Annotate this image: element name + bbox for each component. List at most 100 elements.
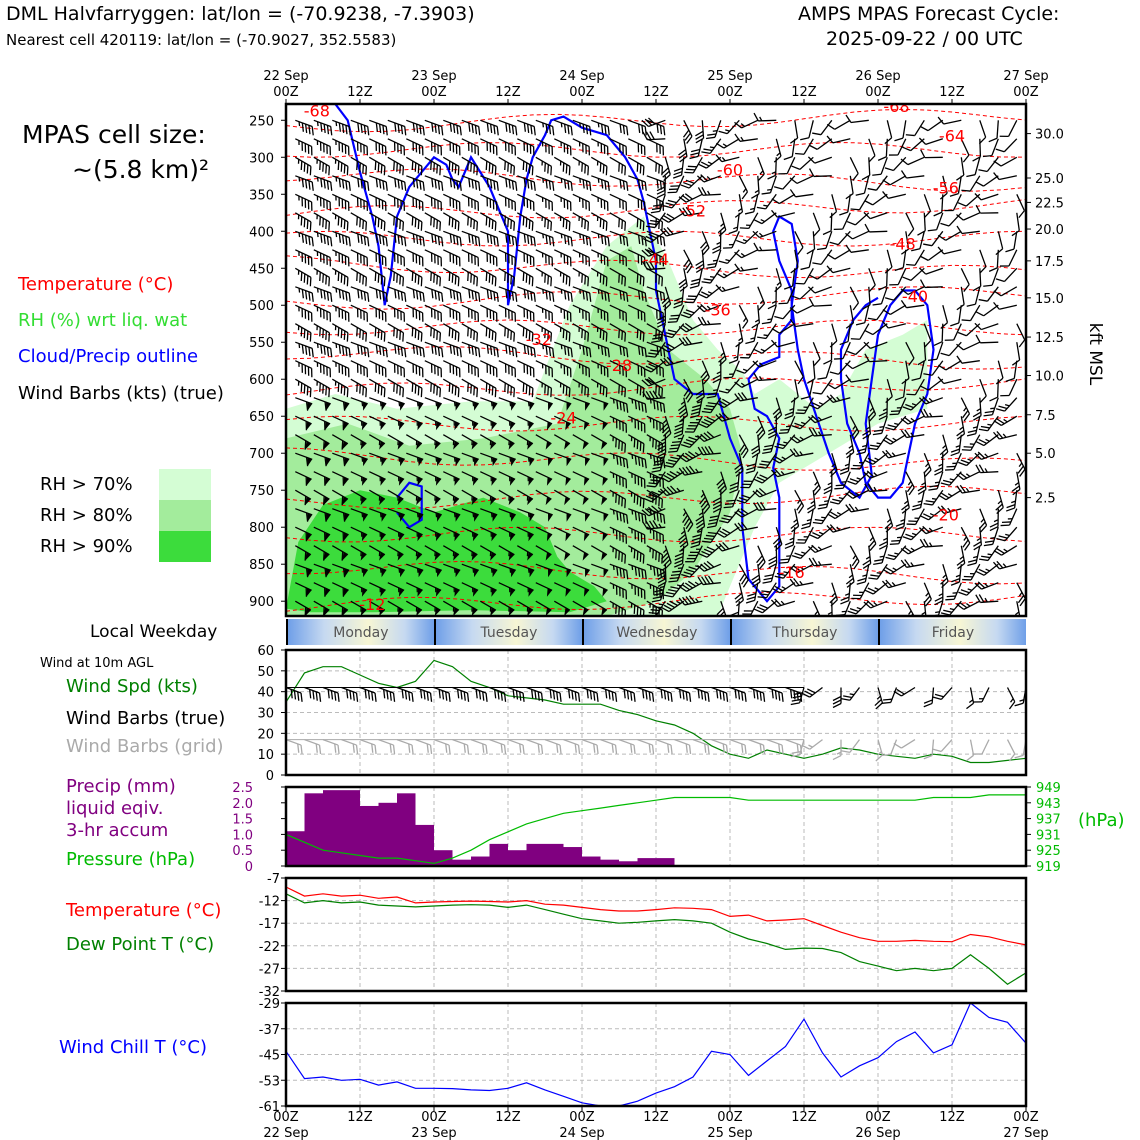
barb-feather — [927, 229, 937, 232]
barb-feather — [944, 339, 954, 341]
barb-feather — [348, 292, 351, 302]
barb-pennant — [360, 552, 367, 561]
barb-pennant — [511, 568, 516, 578]
barb-half-feather — [335, 362, 337, 367]
barb-feather — [400, 180, 404, 190]
wind-barb — [313, 249, 332, 267]
barb-pennant — [490, 552, 496, 561]
wind-barb — [682, 120, 693, 144]
barb-feather — [486, 178, 490, 188]
barb-feather — [526, 365, 529, 375]
wind-barb — [516, 267, 534, 287]
wind-barb — [295, 175, 314, 191]
wind-barb — [553, 212, 571, 231]
wind-barb — [294, 156, 312, 176]
barb-feather — [440, 312, 443, 322]
wind-barb — [480, 526, 497, 542]
barb-staff — [479, 600, 497, 611]
barb-staff — [535, 267, 552, 278]
barb-feather — [360, 234, 363, 245]
wind-barb — [517, 397, 535, 411]
wind-barb — [773, 138, 782, 163]
barb-feather — [451, 384, 454, 394]
barb-feather — [511, 366, 513, 376]
wind-barb — [350, 156, 368, 176]
barb-pennant — [326, 568, 331, 578]
wind-barb — [735, 323, 744, 348]
wind-barb — [919, 408, 943, 418]
isotherm-line — [286, 591, 1026, 612]
wind-barb — [498, 563, 516, 578]
barb-staff — [979, 120, 987, 138]
barb-half-feather — [316, 343, 319, 349]
barb-half-feather — [398, 457, 401, 462]
barb-staff — [787, 545, 796, 563]
barb-feather — [403, 201, 406, 211]
barb-pennant — [491, 532, 497, 542]
wind-barb — [535, 193, 554, 211]
barb-staff — [738, 304, 749, 322]
barb-pennant — [361, 588, 368, 597]
wind-barb — [424, 600, 441, 616]
barb-feather — [380, 220, 383, 230]
barb-feather — [511, 255, 513, 265]
barb-staff — [960, 268, 970, 285]
barb-feather — [496, 181, 499, 191]
barb-half-feather — [378, 551, 381, 557]
wind-barb — [461, 341, 481, 358]
barb-staff — [442, 212, 460, 223]
wind-barb — [461, 526, 479, 542]
barb-pennant — [418, 568, 424, 578]
wind-barb — [591, 138, 609, 156]
barb-feather — [394, 178, 397, 188]
barb-feather — [523, 122, 527, 132]
barb-feather — [476, 221, 479, 231]
barb-staff — [442, 545, 460, 556]
barb-staff — [461, 360, 479, 369]
barb-feather — [434, 123, 437, 134]
barb-feather — [347, 146, 350, 156]
barb-feather — [377, 384, 380, 394]
barb-feather — [366, 312, 369, 322]
barb-staff — [849, 286, 860, 304]
barb-feather — [525, 162, 528, 172]
barb-feather — [526, 290, 530, 300]
barb-staff — [294, 378, 312, 389]
barb-feather — [488, 329, 491, 339]
barb-feather — [437, 291, 441, 301]
wind-barb — [705, 120, 722, 140]
barb-half-feather — [416, 476, 418, 482]
barb-pennant — [381, 568, 387, 578]
barb-feather — [850, 338, 860, 340]
barb-pennant — [380, 477, 386, 486]
wind-barb — [424, 545, 441, 561]
barb-feather — [504, 197, 507, 207]
barb-feather — [303, 329, 306, 339]
barb-feather — [625, 201, 628, 211]
wind-barb — [479, 323, 497, 342]
barb-feather — [436, 220, 439, 230]
barb-pennant — [435, 477, 442, 486]
barb-feather — [457, 221, 460, 231]
wind-barb — [734, 133, 758, 142]
barb-feather — [419, 180, 422, 190]
barb-pennant — [434, 441, 441, 450]
barb-staff — [443, 193, 460, 203]
barb-staff — [424, 230, 442, 239]
wind-barb — [517, 230, 536, 247]
barb-half-feather — [509, 532, 511, 537]
barb-feather — [378, 290, 382, 300]
barb-staff — [498, 378, 515, 389]
isotherm-line — [286, 447, 1026, 471]
barb-feather — [513, 388, 516, 398]
barb-staff — [893, 156, 907, 171]
barb-staff — [943, 119, 962, 125]
barb-feather — [531, 166, 534, 176]
barb-feather — [338, 197, 340, 207]
wind-barb — [442, 434, 460, 450]
barb-feather — [304, 198, 307, 208]
barb-half-feather — [298, 121, 301, 127]
barb-staff — [923, 212, 926, 231]
barb-staff — [927, 249, 944, 261]
wind-barb — [295, 230, 314, 247]
